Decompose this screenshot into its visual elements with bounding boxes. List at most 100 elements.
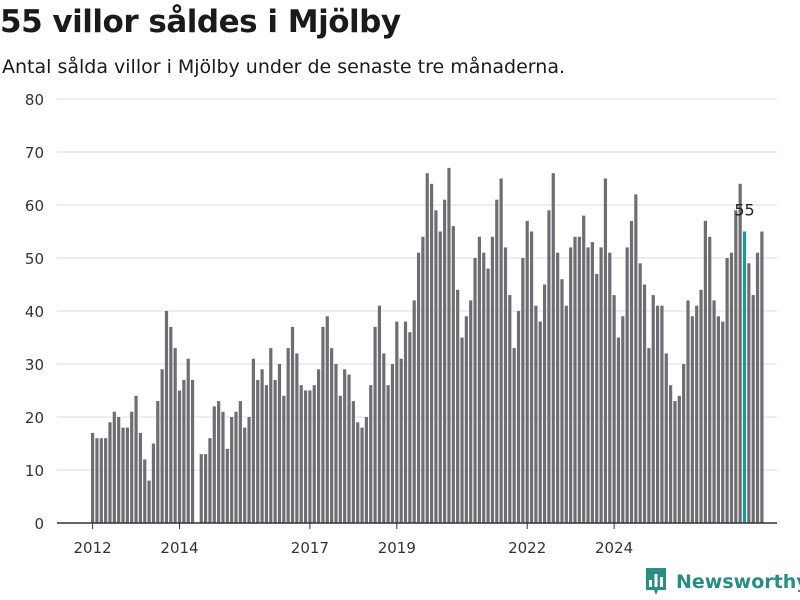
bar (290, 326, 295, 523)
bar (347, 374, 351, 523)
bar (364, 417, 368, 523)
bar (734, 210, 738, 524)
bar (586, 247, 590, 523)
bar (634, 194, 638, 523)
bar (221, 411, 225, 523)
bar (277, 364, 282, 523)
brand-name: Newsworthy (676, 571, 800, 593)
bar (438, 231, 442, 523)
bar (686, 300, 690, 523)
bar (469, 300, 473, 523)
bar (551, 173, 555, 523)
bar (573, 236, 577, 524)
bar (534, 305, 538, 523)
bar (429, 183, 434, 524)
bar (473, 258, 477, 523)
bar (443, 199, 447, 523)
highlighted-bar (742, 231, 747, 523)
bar (525, 220, 529, 523)
bar (247, 417, 251, 523)
bar (729, 252, 734, 523)
y-tick-label: 70 (25, 144, 44, 162)
bar (177, 390, 182, 523)
y-tick-label: 30 (25, 356, 44, 374)
bar (486, 268, 490, 523)
x-tick-label: 2022 (508, 539, 546, 557)
bar (143, 459, 147, 523)
bar (560, 279, 564, 523)
bar (682, 364, 686, 523)
bar (538, 321, 542, 523)
bar (260, 369, 264, 523)
bar (660, 305, 664, 523)
bar (338, 395, 342, 523)
bar (386, 385, 390, 523)
bar (595, 273, 599, 523)
bar (299, 385, 303, 523)
bar (447, 167, 451, 523)
y-tick-label: 80 (25, 91, 44, 109)
x-tick-label: 2024 (595, 539, 633, 557)
bar (217, 401, 221, 523)
bar (673, 401, 677, 523)
bar (516, 311, 521, 523)
bar (412, 300, 416, 523)
y-tick-label: 10 (25, 462, 44, 480)
bar (208, 438, 212, 523)
y-tick-label: 40 (25, 303, 44, 321)
bar (212, 406, 216, 523)
bar (425, 173, 429, 523)
bar (238, 401, 242, 523)
bar (243, 427, 247, 523)
bar (312, 385, 316, 523)
bar (456, 289, 460, 523)
bar (482, 252, 486, 523)
bar (95, 438, 99, 523)
bar (647, 348, 651, 523)
chart-title: 55 villor såldes i Mjölby (0, 4, 401, 40)
bar (408, 332, 412, 523)
bar (569, 247, 573, 523)
bar (642, 284, 647, 523)
bar (621, 316, 625, 523)
bar (295, 353, 299, 523)
x-tick-label: 2014 (160, 539, 198, 557)
bar (286, 348, 290, 523)
bar (677, 395, 681, 523)
bar (503, 247, 508, 523)
bar (625, 247, 629, 523)
bar (138, 432, 143, 523)
bar (582, 215, 586, 523)
bar (282, 395, 286, 523)
bar (99, 438, 103, 523)
bar (199, 454, 203, 523)
bar (725, 258, 729, 523)
bar (273, 379, 277, 523)
bar (373, 326, 377, 523)
bar (490, 236, 495, 524)
bar (377, 305, 382, 523)
bar (330, 348, 334, 523)
bar (716, 316, 721, 523)
bar (147, 480, 151, 523)
bar (182, 379, 186, 523)
bar (117, 417, 121, 523)
bar (156, 401, 160, 523)
bar (477, 236, 481, 524)
bar (712, 300, 716, 523)
bar (512, 348, 516, 523)
bar (230, 417, 234, 523)
bar (395, 321, 399, 523)
bar (434, 210, 438, 524)
bar (416, 252, 421, 523)
bar (751, 295, 755, 523)
bar (760, 231, 764, 523)
bar (325, 316, 329, 523)
bar (334, 364, 338, 523)
bar (547, 210, 551, 524)
bar-chart-logo-icon (646, 568, 666, 595)
bar (203, 454, 208, 523)
bar (403, 321, 408, 523)
bar (738, 183, 742, 524)
